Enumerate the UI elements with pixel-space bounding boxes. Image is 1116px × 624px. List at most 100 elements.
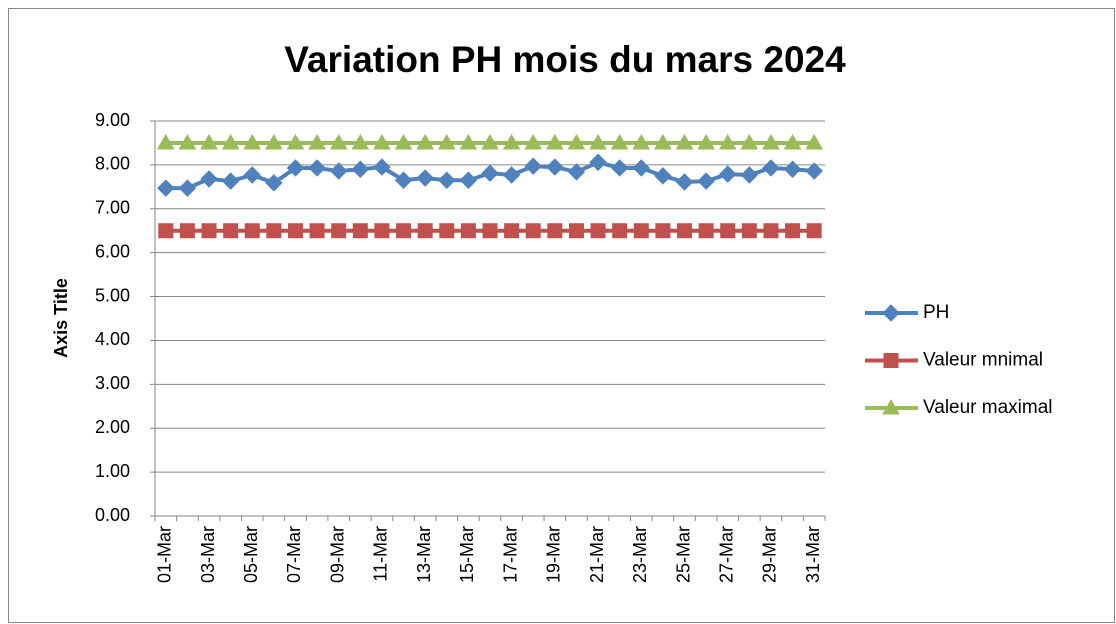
data-point bbox=[439, 223, 455, 239]
data-point bbox=[697, 172, 715, 190]
data-point bbox=[201, 223, 217, 239]
data-point bbox=[567, 163, 586, 181]
data-point bbox=[632, 133, 651, 150]
data-point bbox=[351, 133, 370, 150]
y-tick-label: 7.00 bbox=[95, 198, 130, 218]
data-point bbox=[373, 158, 391, 176]
data-point bbox=[677, 223, 693, 239]
data-point bbox=[675, 173, 694, 191]
x-tick-label: 25-Mar bbox=[673, 526, 693, 583]
data-point bbox=[675, 133, 694, 150]
data-point bbox=[309, 223, 325, 239]
y-tick-label: 0.00 bbox=[95, 505, 130, 525]
x-tick-label: 17-Mar bbox=[500, 526, 520, 583]
data-point bbox=[178, 133, 197, 150]
x-tick-label: 01-Mar bbox=[155, 526, 175, 583]
data-point bbox=[589, 153, 607, 171]
data-point bbox=[156, 133, 175, 150]
legend-marker bbox=[882, 304, 900, 322]
y-tick-label: 4.00 bbox=[95, 329, 130, 349]
data-point bbox=[633, 223, 649, 239]
data-point bbox=[545, 133, 564, 150]
data-point bbox=[286, 159, 305, 177]
data-point bbox=[200, 133, 218, 150]
data-point bbox=[654, 133, 672, 150]
data-point bbox=[718, 133, 737, 150]
x-tick-label: 23-Mar bbox=[630, 526, 650, 583]
data-point bbox=[524, 157, 542, 175]
data-point bbox=[459, 133, 478, 150]
data-point bbox=[266, 223, 282, 239]
data-point bbox=[158, 223, 174, 239]
x-tick-label: 19-Mar bbox=[544, 526, 564, 583]
data-point bbox=[373, 133, 391, 150]
x-tick-label: 05-Mar bbox=[241, 526, 261, 583]
data-point bbox=[416, 133, 435, 150]
x-tick-label: 07-Mar bbox=[284, 526, 304, 583]
data-point bbox=[762, 133, 780, 150]
data-point bbox=[612, 223, 628, 239]
data-point bbox=[805, 133, 824, 150]
data-point bbox=[654, 167, 672, 185]
data-point bbox=[221, 172, 240, 190]
data-point bbox=[243, 133, 262, 150]
data-point bbox=[546, 158, 564, 176]
data-point bbox=[157, 179, 175, 197]
data-point bbox=[179, 223, 195, 239]
legend-marker bbox=[883, 353, 899, 368]
y-tick-label: 6.00 bbox=[95, 241, 130, 261]
data-point bbox=[720, 223, 736, 239]
data-point bbox=[806, 223, 822, 239]
data-point bbox=[351, 160, 370, 178]
data-point bbox=[417, 223, 433, 239]
legend-marker bbox=[882, 398, 900, 415]
data-point bbox=[741, 223, 757, 239]
data-point bbox=[287, 223, 303, 239]
x-tick-label: 13-Mar bbox=[414, 526, 434, 583]
y-tick-label: 5.00 bbox=[95, 285, 130, 305]
data-point bbox=[502, 133, 521, 150]
legend-label: PH bbox=[923, 302, 949, 323]
data-point bbox=[502, 166, 521, 184]
y-tick-label: 8.00 bbox=[95, 154, 130, 174]
data-point bbox=[243, 166, 261, 184]
x-tick-label: 03-Mar bbox=[198, 526, 218, 583]
x-tick-label: 29-Mar bbox=[760, 526, 780, 583]
data-point bbox=[589, 133, 607, 150]
y-axis-title: Axis Title bbox=[51, 278, 71, 358]
data-point bbox=[416, 169, 434, 187]
x-tick-label: 09-Mar bbox=[327, 526, 347, 583]
data-point bbox=[244, 223, 260, 239]
data-point bbox=[329, 133, 348, 150]
data-point bbox=[330, 162, 348, 180]
x-tick-label: 27-Mar bbox=[716, 526, 736, 583]
data-point bbox=[265, 174, 283, 192]
x-tick-label: 15-Mar bbox=[457, 526, 477, 583]
x-tick-label: 11-Mar bbox=[371, 526, 391, 582]
y-tick-label: 2.00 bbox=[95, 417, 130, 437]
data-point bbox=[590, 223, 606, 239]
data-point bbox=[525, 223, 541, 239]
data-point bbox=[504, 223, 520, 239]
data-point bbox=[740, 166, 759, 184]
data-point bbox=[740, 133, 759, 150]
data-point bbox=[719, 165, 737, 183]
x-tick-label: 21-Mar bbox=[587, 526, 607, 583]
data-point bbox=[482, 223, 498, 239]
data-point bbox=[697, 133, 715, 150]
data-point bbox=[178, 179, 197, 197]
data-point bbox=[568, 223, 584, 239]
data-point bbox=[438, 171, 456, 189]
data-point bbox=[805, 162, 823, 180]
data-point bbox=[524, 133, 543, 150]
data-point bbox=[610, 159, 629, 177]
data-point bbox=[481, 133, 499, 150]
data-point bbox=[632, 159, 650, 177]
data-point bbox=[783, 160, 802, 178]
data-point bbox=[394, 171, 413, 189]
data-point bbox=[437, 133, 456, 150]
data-point bbox=[308, 159, 326, 177]
data-point bbox=[783, 133, 802, 150]
data-point bbox=[223, 223, 239, 239]
